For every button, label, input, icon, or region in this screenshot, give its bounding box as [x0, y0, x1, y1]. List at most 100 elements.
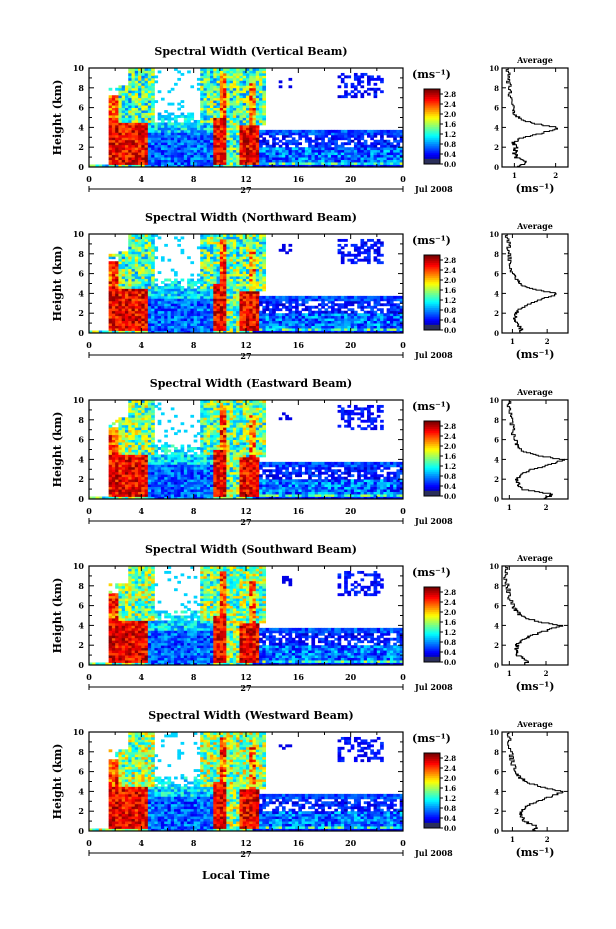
heatmap-cell	[167, 139, 172, 143]
heatmap-cell	[170, 132, 175, 136]
heatmap-cell	[340, 134, 345, 138]
heatmap-cell	[98, 164, 103, 168]
heatmap-cell	[367, 303, 371, 307]
heatmap-cell	[259, 107, 263, 111]
heatmap-cell	[317, 315, 322, 319]
colorbar-swatch	[424, 135, 440, 139]
heatmap-cell	[331, 300, 335, 304]
heatmap-cell	[210, 122, 214, 126]
heatmap-cell	[223, 157, 227, 160]
heatmap-cell	[223, 87, 227, 91]
heatmap-cell	[108, 285, 113, 289]
heatmap-cell	[151, 132, 155, 136]
heatmap-cell	[138, 82, 142, 86]
heatmap-cell	[141, 157, 145, 160]
heatmap-cell	[262, 234, 267, 237]
heatmap-cell	[203, 293, 208, 297]
heatmap-cell	[281, 164, 286, 168]
heatmap-cell	[131, 238, 136, 242]
heatmap-cell	[246, 107, 250, 111]
heatmap-cell	[121, 454, 126, 458]
heatmap-cell	[151, 281, 155, 284]
heatmap-cell	[128, 102, 132, 106]
heatmap-cell	[210, 295, 214, 299]
heatmap-cell	[124, 159, 129, 163]
heatmap-cell	[262, 236, 267, 240]
heatmap-cell	[246, 117, 250, 121]
heatmap-cell	[298, 323, 302, 326]
heatmap-cell	[308, 320, 312, 324]
heatmap-cell	[206, 243, 211, 247]
heatmap-cell	[151, 285, 155, 289]
heatmap-cell	[151, 266, 155, 270]
heatmap-cell	[357, 320, 361, 324]
heatmap-cell	[190, 149, 195, 153]
heatmap-cell	[226, 115, 231, 118]
heatmap-cell	[239, 139, 244, 143]
heatmap-cell	[232, 112, 237, 116]
heatmap-cell	[131, 129, 136, 133]
heatmap-cell	[164, 115, 168, 118]
heatmap-cell	[249, 290, 253, 294]
heatmap-cell	[246, 147, 250, 151]
heatmap-cell	[157, 157, 162, 160]
heatmap-cell	[246, 318, 250, 322]
heatmap-cell	[124, 295, 129, 299]
heatmap-cell	[236, 144, 240, 148]
heatmap-cell	[340, 72, 345, 76]
heatmap-cell	[206, 238, 211, 242]
heatmap-cell	[350, 258, 355, 262]
heatmap-cell	[314, 310, 319, 314]
heatmap-cell	[111, 464, 116, 468]
heatmap-cell	[370, 147, 374, 151]
heatmap-cell	[232, 305, 237, 309]
heatmap-cell	[255, 241, 260, 245]
heatmap-cell	[128, 164, 132, 168]
heatmap-cell	[144, 149, 149, 153]
heatmap-cell	[255, 152, 260, 156]
heatmap-cell	[196, 298, 201, 302]
heatmap-cell	[242, 281, 247, 284]
heatmap-cell	[308, 132, 312, 136]
heatmap-cell	[327, 154, 332, 158]
heatmap-cell	[278, 330, 283, 334]
heatmap-cell	[160, 132, 165, 136]
heatmap-cell	[216, 127, 221, 131]
heatmap-cell	[386, 320, 391, 324]
heatmap-cell	[206, 248, 211, 252]
heatmap-cell	[350, 149, 355, 153]
heatmap-cell	[144, 139, 149, 143]
heatmap-cell	[337, 149, 342, 153]
heatmap-cell	[131, 310, 136, 314]
heatmap-cell	[157, 300, 162, 304]
heatmap-cell	[203, 310, 208, 314]
heatmap-cell	[157, 122, 162, 126]
heatmap-cell	[242, 241, 247, 245]
heatmap-cell	[167, 258, 172, 262]
heatmap-cell	[134, 295, 139, 299]
heatmap-cell	[200, 164, 204, 168]
heatmap-cell	[203, 300, 208, 304]
heatmap-cell	[134, 87, 139, 91]
heatmap-cell	[281, 142, 286, 146]
heatmap-cell	[128, 305, 132, 309]
heatmap-cell	[252, 285, 257, 289]
heatmap-cell	[147, 318, 152, 322]
heatmap-cell	[249, 134, 253, 138]
heatmap-cell	[265, 330, 270, 334]
heatmap-cell	[216, 298, 221, 302]
heatmap-cell	[219, 149, 224, 153]
heatmap-cell	[203, 328, 208, 331]
heatmap-cell	[144, 137, 149, 141]
heatmap-cell	[187, 157, 191, 160]
heatmap-cell	[232, 139, 237, 143]
heatmap-cell	[141, 102, 145, 106]
heatmap-cell	[183, 162, 188, 165]
heatmap-cell	[232, 110, 237, 113]
heatmap-cell	[115, 263, 119, 267]
heatmap-cell	[229, 149, 234, 153]
heatmap-cell	[259, 303, 263, 307]
heatmap-cell	[144, 298, 149, 302]
heatmap-cell	[337, 164, 342, 168]
heatmap-cell	[141, 318, 145, 322]
